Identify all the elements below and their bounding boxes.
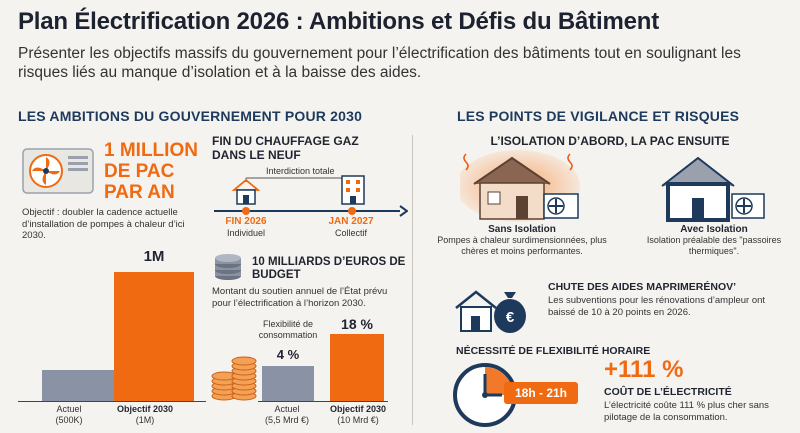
flex-big-number: +111 % <box>604 356 684 383</box>
gas-date-2-sub: Collectif <box>334 228 367 238</box>
pac-headline: 1 MILLION DE PAC PAR AN <box>104 140 198 203</box>
coins-stack-icon <box>212 253 244 281</box>
aides-text: Les subventions pour les rénovations d’a… <box>548 295 766 318</box>
iso-b-title: Avec Isolation <box>680 224 748 235</box>
gas-heading: FIN DU CHAUFFAGE GAZ DANS LE NEUF <box>212 134 359 162</box>
gas-timeline <box>212 168 409 240</box>
budget-bar-actual <box>262 366 314 402</box>
column-divider <box>412 135 413 425</box>
budget-actual-value: 4 % <box>276 347 300 362</box>
iso-a-text: Pompes à chaleur surdimensionnées, plus … <box>437 235 607 256</box>
budget-axis <box>258 401 388 402</box>
heat-pump-icon <box>22 148 94 194</box>
gas-date-2: JAN 2027 <box>328 216 374 227</box>
pac-target-label: Objectif 2030 (1M) <box>116 404 174 425</box>
pac-bar-target-value: 1M <box>143 248 165 265</box>
gas-date-1: FIN 2026 <box>225 216 267 227</box>
flex-sub: COÛT DE L’ÉLECTRICITÉ <box>604 386 732 398</box>
budget-target-label: Objectif 2030 (10 Mrd €) <box>329 404 387 425</box>
aides-heading: CHUTE DES AIDES MAPRIMERÉNOV’ <box>548 281 737 293</box>
budget-bar-chart <box>258 332 388 402</box>
house-no-insulation-icon <box>456 150 584 222</box>
iso-a-title: Sans Isolation <box>488 224 556 235</box>
gas-date-1-sub: Individuel <box>226 228 266 238</box>
svg-text:€: € <box>506 309 515 326</box>
pac-bar-chart: 1M <box>18 248 206 402</box>
house-money-bag-icon: € <box>454 284 530 334</box>
pac-text: Objectif : doubler la cadence actuelle d… <box>22 207 185 241</box>
pac-axis <box>18 401 206 402</box>
budget-text: Montant du soutien annuel de l’État prév… <box>212 286 388 309</box>
gas-banner: Interdiction totale <box>266 166 335 176</box>
page-subtitle: Présenter les objectifs massifs du gouve… <box>18 45 741 81</box>
iso-b-text: Isolation préalable des "passoires therm… <box>646 235 782 256</box>
budget-actual-label: Actuel (5,5 Mrd €) <box>264 404 309 425</box>
house-with-insulation-icon <box>656 152 766 222</box>
peak-hours-badge: 18h - 21h <box>504 382 578 404</box>
flex-heading: NÉCESSITÉ DE FLEXIBILITÉ HORAIRE <box>456 345 651 357</box>
orange-coins-icon <box>210 352 258 402</box>
left-section-heading: LES AMBITIONS DU GOUVERNEMENT POUR 2030 <box>18 108 363 124</box>
right-section-heading: LES POINTS DE VIGILANCE ET RISQUES <box>457 108 740 124</box>
flex-text: L’électricité coûte 111 % plus cher sans… <box>604 400 769 423</box>
iso-heading: L’ISOLATION D’ABORD, LA PAC ENSUITE <box>490 134 730 148</box>
pac-bar-target <box>114 272 194 402</box>
pac-actual-label: Actuel (500K) <box>55 404 83 425</box>
budget-bar-target <box>330 334 384 402</box>
budget-heading: 10 MILLIARDS D’EUROS DE BUDGET <box>252 256 406 281</box>
page-title: Plan Électrification 2026 : Ambitions et… <box>18 8 659 35</box>
flex-label: Flexibilité de consommation <box>258 319 318 340</box>
pac-bar-actual <box>42 369 124 402</box>
budget-target-value: 18 % <box>341 316 373 332</box>
